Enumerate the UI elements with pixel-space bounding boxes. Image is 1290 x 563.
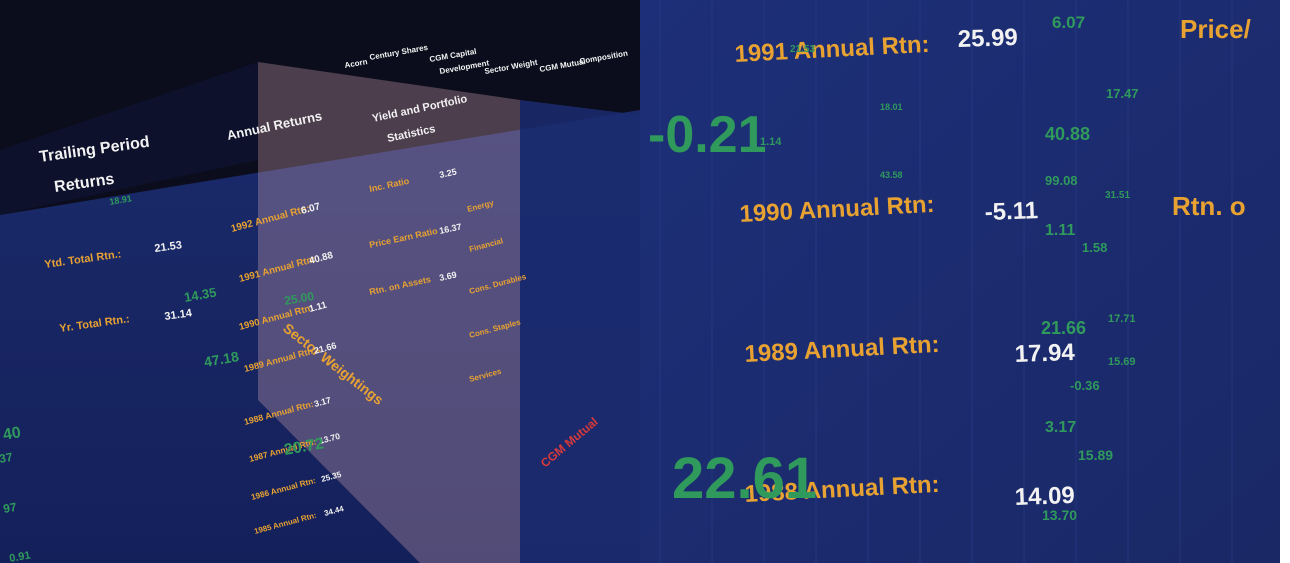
label: 15.69 [1108,356,1136,368]
label: 15.89 [1078,447,1113,463]
label: 3.17 [1045,419,1076,436]
label: 17.71 [1108,313,1136,325]
label: -0.36 [1070,378,1100,393]
label: 17.47 [1106,86,1139,101]
label: 6.07 [1052,13,1085,32]
label: 1.11 [1045,222,1075,239]
label: Rtn. o [1172,191,1246,221]
label: 21.53 [790,44,815,55]
label: 99.08 [1045,173,1078,188]
label: 40 [2,424,23,444]
label: 40.88 [1045,124,1090,144]
label: 13.70 [1042,507,1077,523]
label: 18.01 [880,102,903,112]
scene: Trailing PeriodReturnsAnnual ReturnsYiel… [0,0,1290,563]
label: 43.58 [880,170,903,180]
label: 97 [2,500,18,516]
label: 21.66 [1041,318,1086,338]
label: -5.11 [984,197,1038,226]
label: 25.99 [957,24,1018,53]
label: 17.94 [1014,339,1076,368]
label: 1.14 [760,136,782,148]
label: 22.61 [672,446,817,511]
side-panel [520,100,640,563]
label: 1.58 [1082,240,1107,255]
label: -0.21 [648,106,767,164]
label: Price/ [1180,14,1251,44]
label: 31.51 [1105,190,1130,201]
